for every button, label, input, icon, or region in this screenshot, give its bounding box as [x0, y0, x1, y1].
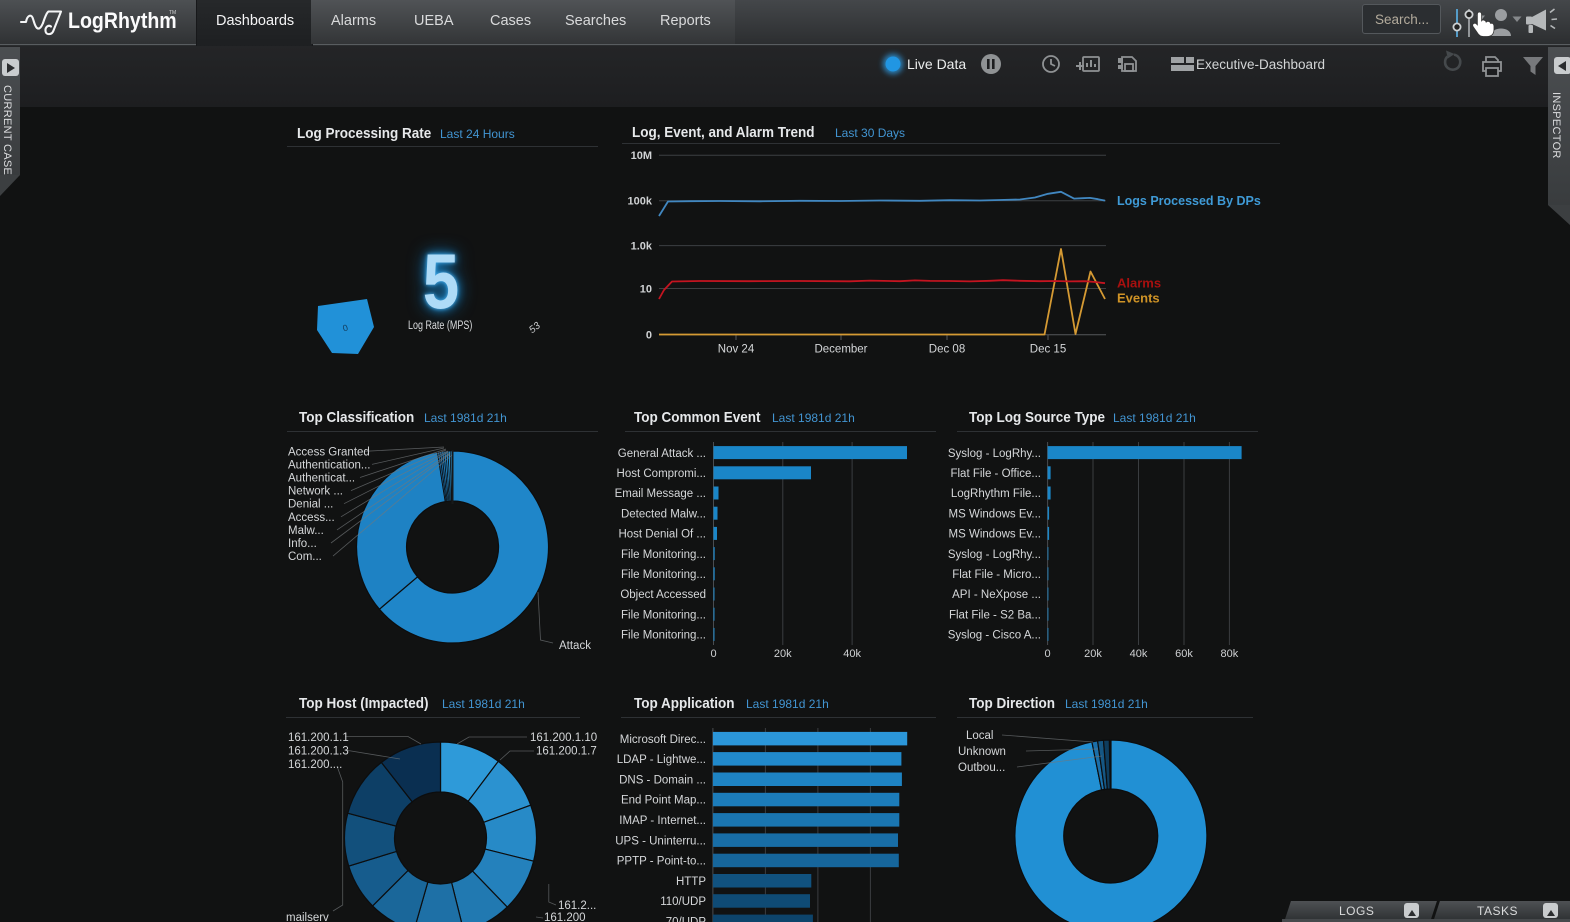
svg-text:Network ...: Network ...: [288, 486, 343, 498]
svg-text:Outbou...: Outbou...: [958, 762, 1005, 774]
svg-text:10: 10: [640, 283, 652, 295]
svg-text:Com...: Com...: [288, 551, 322, 563]
svg-text:mailserv: mailserv: [286, 912, 329, 922]
svg-text:161.200: 161.200: [544, 912, 586, 922]
svg-text:161.2...: 161.2...: [558, 900, 596, 912]
svg-text:File Monitoring...: File Monitoring...: [621, 630, 706, 642]
svg-text:40k: 40k: [1130, 648, 1148, 660]
svg-text:20k: 20k: [1084, 648, 1102, 660]
svg-text:Events: Events: [1117, 291, 1160, 306]
svg-text:Executive-Dashboard: Executive-Dashboard: [1196, 57, 1325, 72]
svg-text:0: 0: [710, 648, 716, 660]
svg-text:HTTP: HTTP: [676, 876, 706, 888]
svg-text:LDAP - Lightwe...: LDAP - Lightwe...: [617, 754, 706, 766]
svg-text:Nov 24: Nov 24: [718, 344, 755, 356]
svg-text:161.200.1.1: 161.200.1.1: [288, 732, 349, 744]
svg-text:IMAP - Internet...: IMAP - Internet...: [619, 815, 706, 827]
svg-text:Object Accessed: Object Accessed: [620, 589, 706, 601]
svg-text:Access Granted: Access Granted: [288, 446, 370, 458]
svg-text:Dec 08: Dec 08: [929, 344, 965, 356]
svg-text:161.200.1.3: 161.200.1.3: [288, 746, 349, 758]
svg-text:Dec 15: Dec 15: [1030, 344, 1066, 356]
svg-text:161.200.1.10: 161.200.1.10: [530, 732, 597, 744]
svg-text:LogRhythm: LogRhythm: [68, 9, 177, 33]
svg-text:Local: Local: [966, 730, 994, 742]
svg-text:API - NeXpose ...: API - NeXpose ...: [952, 589, 1041, 601]
svg-text:Authenticat...: Authenticat...: [288, 473, 355, 485]
svg-text:MS Windows Ev...: MS Windows Ev...: [949, 508, 1041, 520]
svg-text:Host Denial Of ...: Host Denial Of ...: [618, 529, 706, 541]
svg-text:File Monitoring...: File Monitoring...: [621, 609, 706, 621]
svg-text:General Attack ...: General Attack ...: [618, 448, 706, 460]
svg-text:UPS - Uninterru...: UPS - Uninterru...: [615, 835, 706, 847]
svg-text:December: December: [814, 344, 867, 356]
svg-text:Microsoft Direc...: Microsoft Direc...: [620, 734, 706, 746]
svg-text:20k: 20k: [774, 648, 792, 660]
svg-text:Logs Processed By DPs: Logs Processed By DPs: [1117, 194, 1261, 208]
svg-text:1.0k: 1.0k: [631, 240, 653, 252]
svg-text:80k: 80k: [1221, 648, 1239, 660]
svg-text:70/UDP: 70/UDP: [666, 917, 707, 922]
svg-text:0: 0: [341, 322, 349, 333]
svg-text:Access...: Access...: [288, 512, 335, 524]
svg-text:Authentication...: Authentication...: [288, 459, 370, 471]
svg-text:Syslog - LogRhy...: Syslog - LogRhy...: [948, 549, 1041, 561]
svg-text:Attack: Attack: [559, 640, 591, 652]
svg-text:Live Data: Live Data: [907, 56, 966, 72]
svg-text:60k: 60k: [1175, 648, 1193, 660]
svg-text:End Point Map...: End Point Map...: [621, 795, 706, 807]
svg-text:Info...: Info...: [288, 538, 317, 550]
svg-text:53: 53: [527, 320, 543, 336]
svg-text:Alarms: Alarms: [1117, 276, 1161, 291]
svg-text:0: 0: [1045, 648, 1051, 660]
svg-text:40k: 40k: [843, 648, 861, 660]
svg-text:Flat File - Office...: Flat File - Office...: [950, 468, 1041, 480]
svg-text:Denial ...: Denial ...: [288, 499, 333, 511]
svg-text:Host Compromi...: Host Compromi...: [617, 468, 706, 480]
svg-text:File Monitoring...: File Monitoring...: [621, 569, 706, 581]
svg-text:Syslog - LogRhy...: Syslog - LogRhy...: [948, 448, 1041, 460]
svg-text:161.200.1.7: 161.200.1.7: [536, 746, 597, 758]
svg-text:110/UDP: 110/UDP: [660, 896, 706, 908]
svg-text:Malw...: Malw...: [288, 525, 324, 537]
svg-text:Syslog - Cisco A...: Syslog - Cisco A...: [948, 630, 1041, 642]
svg-text:LogRhythm File...: LogRhythm File...: [951, 488, 1041, 500]
svg-text:Detected Malw...: Detected Malw...: [621, 508, 706, 520]
svg-text:100k: 100k: [628, 196, 653, 208]
svg-text:Flat File - S2 Ba...: Flat File - S2 Ba...: [949, 609, 1041, 621]
svg-text:Email Message ...: Email Message ...: [615, 488, 706, 500]
svg-text:File Monitoring...: File Monitoring...: [621, 549, 706, 561]
svg-text:PPTP - Point-to...: PPTP - Point-to...: [617, 856, 706, 868]
svg-text:TM: TM: [169, 10, 176, 16]
svg-text:10M: 10M: [631, 150, 652, 162]
svg-text:DNS - Domain ...: DNS - Domain ...: [619, 774, 706, 786]
svg-text:161.200....: 161.200....: [288, 759, 342, 771]
svg-text:Unknown: Unknown: [958, 746, 1006, 758]
svg-text:Flat File - Micro...: Flat File - Micro...: [952, 569, 1041, 581]
svg-text:0: 0: [646, 330, 652, 342]
svg-text:MS Windows Ev...: MS Windows Ev...: [949, 529, 1041, 541]
